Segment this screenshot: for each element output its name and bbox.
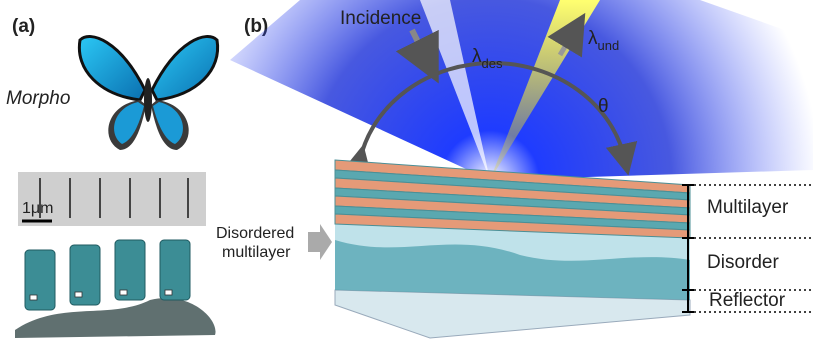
scattered-light: [230, 0, 813, 180]
butterfly: [79, 37, 217, 150]
lambda-subscript: und: [598, 38, 620, 53]
layer-label: Reflector: [709, 290, 786, 311]
species-label: Morpho: [6, 88, 70, 109]
scale-bar-label: 1μm: [22, 200, 53, 217]
layer-label: Multilayer: [707, 197, 789, 218]
input-label: multilayer: [222, 244, 291, 261]
incidence-label: Incidence: [340, 8, 421, 29]
panel-a-label: (a): [12, 16, 35, 37]
lambda-subscript: des: [482, 56, 503, 71]
multilayer-slab: [335, 160, 690, 338]
lambda-symbol: λ: [472, 46, 482, 67]
ridge-model: [15, 240, 216, 338]
layer-label: Disorder: [707, 252, 779, 273]
input-label: Disordered: [216, 225, 294, 242]
sem-image: [18, 172, 206, 226]
figure: (a) Morpho 1μm (b) Incidence λdes λund θ…: [0, 0, 813, 341]
lambda-symbol: λ: [588, 28, 598, 49]
input-arrow: [308, 224, 332, 260]
page: (a) Morpho 1μm (b) Incidence λdes λund θ…: [0, 0, 813, 341]
angle-label: θ: [598, 96, 609, 117]
